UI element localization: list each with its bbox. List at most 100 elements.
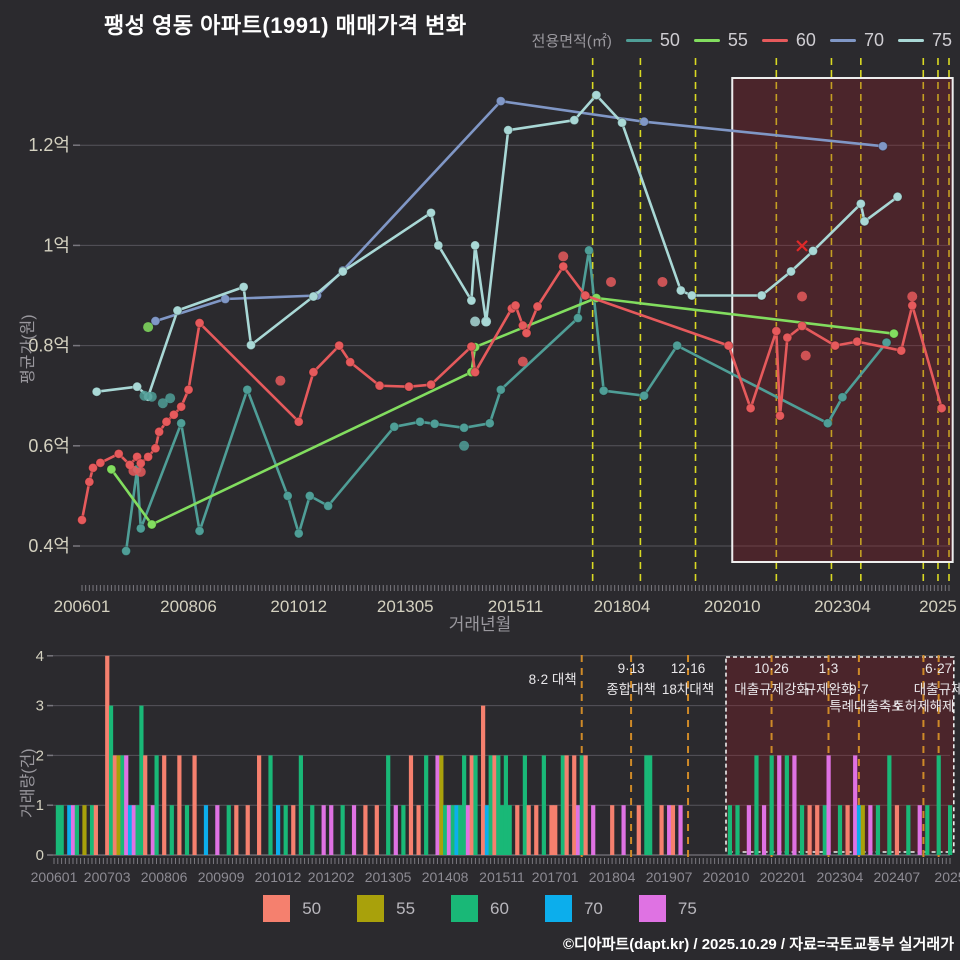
svg-text:202010: 202010	[704, 597, 761, 616]
volume-legend-label: 55	[396, 898, 416, 918]
volume-legend-item-70[interactable]: 70	[544, 895, 603, 922]
svg-text:201408: 201408	[422, 869, 469, 885]
svg-text:18차대책: 18차대책	[662, 682, 714, 697]
footer-credit: ©디아파트(dapt.kr) / 2025.10.29 / 자료=국토교통부 실…	[562, 936, 954, 953]
volume-legend-item-75[interactable]: 75	[638, 895, 697, 922]
volume-bar	[283, 805, 288, 855]
svg-text:특례대출축소: 특례대출축소	[829, 699, 904, 714]
volume-bar	[234, 805, 239, 855]
volume-bar	[610, 805, 615, 855]
price-series-50	[121, 245, 892, 557]
svg-text:201701: 201701	[532, 869, 579, 885]
volume-bar	[416, 805, 421, 855]
volume-chart: 0 1 2 3 4 200601 200703 200806 200909 201012 20120…	[31, 648, 960, 885]
volume-bar	[670, 805, 676, 855]
volume-bar	[465, 805, 471, 855]
price-chart: 0.4억 0.6억 0.8억 1억 1.2억 200601 200806 201012 2013…	[28, 58, 957, 616]
volume-bar	[549, 805, 554, 855]
svg-text:200703: 200703	[84, 869, 131, 885]
volume-bar	[120, 755, 125, 855]
volume-bar	[401, 805, 406, 855]
price-legend: 전용면적(㎡) 50 55 60 70 75	[532, 30, 952, 51]
volume-bar	[488, 755, 493, 855]
volume-bar	[226, 805, 231, 855]
volume-bar	[473, 755, 478, 855]
volume-bar	[500, 805, 505, 855]
volume-bar	[184, 805, 190, 855]
volume-bar	[507, 805, 512, 855]
volume-bar	[746, 805, 751, 855]
volume-bar	[553, 805, 558, 855]
volume-bar	[435, 755, 440, 855]
svg-text:0.8억: 0.8억	[28, 336, 70, 356]
volume-bar	[868, 805, 873, 855]
volume-bar	[769, 755, 774, 855]
svg-text:202304: 202304	[814, 597, 871, 616]
legend-item-75[interactable]: 75	[897, 30, 952, 51]
volume-bar	[815, 805, 820, 855]
svg-text:9·13: 9·13	[618, 661, 645, 676]
volume-bar	[89, 805, 95, 855]
svg-text:10·26: 10·26	[754, 661, 789, 676]
volume-bar	[454, 805, 459, 855]
volume-legend-swatch-70	[544, 895, 572, 922]
price-y-axis-title: 평균가(원)	[20, 314, 37, 384]
volume-legend-label: 70	[583, 898, 603, 918]
legend-item-60[interactable]: 60	[761, 30, 816, 51]
volume-legend-label: 50	[302, 898, 322, 918]
volume-bar	[74, 805, 79, 855]
volume-bar	[116, 755, 121, 855]
volume-bar	[894, 805, 900, 855]
svg-text:6·27: 6·27	[925, 661, 952, 676]
legend-item-70[interactable]: 70	[829, 30, 884, 51]
volume-legend-item-60[interactable]: 60	[451, 895, 509, 922]
legend-item-55[interactable]: 55	[693, 30, 748, 51]
svg-text:201305: 201305	[365, 869, 412, 885]
volume-bar	[579, 755, 584, 855]
volume-legend-label: 75	[677, 898, 697, 918]
volume-bar	[154, 755, 159, 855]
volume-bar	[845, 805, 850, 855]
volume-bar	[534, 805, 539, 855]
svg-text:202304: 202304	[817, 869, 864, 885]
legend-item-50[interactable]: 50	[625, 30, 680, 51]
svg-text:대출규제: 대출규제	[914, 682, 960, 697]
volume-bar	[59, 805, 64, 855]
volume-bar	[777, 755, 782, 855]
volume-bar	[245, 805, 250, 855]
legend-label: 55	[727, 30, 748, 50]
price-scatter-55	[143, 322, 154, 333]
volume-bar	[667, 805, 672, 855]
volume-bar	[572, 755, 577, 855]
svg-text:201804: 201804	[594, 597, 651, 616]
volume-bar	[469, 755, 474, 855]
svg-text:201907: 201907	[646, 869, 693, 885]
price-scatter-75	[470, 316, 492, 327]
volume-bar	[575, 805, 581, 855]
volume-bar	[408, 755, 414, 855]
volume-bar	[374, 805, 379, 855]
svg-text:202201: 202201	[760, 869, 807, 885]
volume-legend: 50 55 60 70 75	[0, 895, 960, 922]
volume-bar	[124, 755, 129, 855]
volume-bar	[659, 805, 664, 855]
volume-bar	[484, 805, 490, 855]
volume-bar	[192, 755, 197, 855]
svg-text:202010: 202010	[703, 869, 750, 885]
page-title: 팽성 영동 아파트(1991) 매매가격 변화	[104, 13, 467, 38]
volume-bar	[386, 755, 391, 855]
svg-text:201804: 201804	[589, 869, 636, 885]
volume-bar	[727, 805, 732, 855]
volume-legend-item-50[interactable]: 50	[263, 895, 321, 922]
volume-bar	[925, 805, 930, 855]
volume-bar	[761, 805, 767, 855]
volume-legend-item-55[interactable]: 55	[357, 895, 415, 922]
volume-bar	[875, 805, 881, 855]
volume-bar	[496, 755, 501, 855]
volume-bar	[560, 755, 565, 855]
volume-bar	[678, 805, 683, 855]
volume-bar	[340, 805, 345, 855]
volume-bar	[93, 805, 98, 855]
volume-bar	[177, 755, 182, 855]
